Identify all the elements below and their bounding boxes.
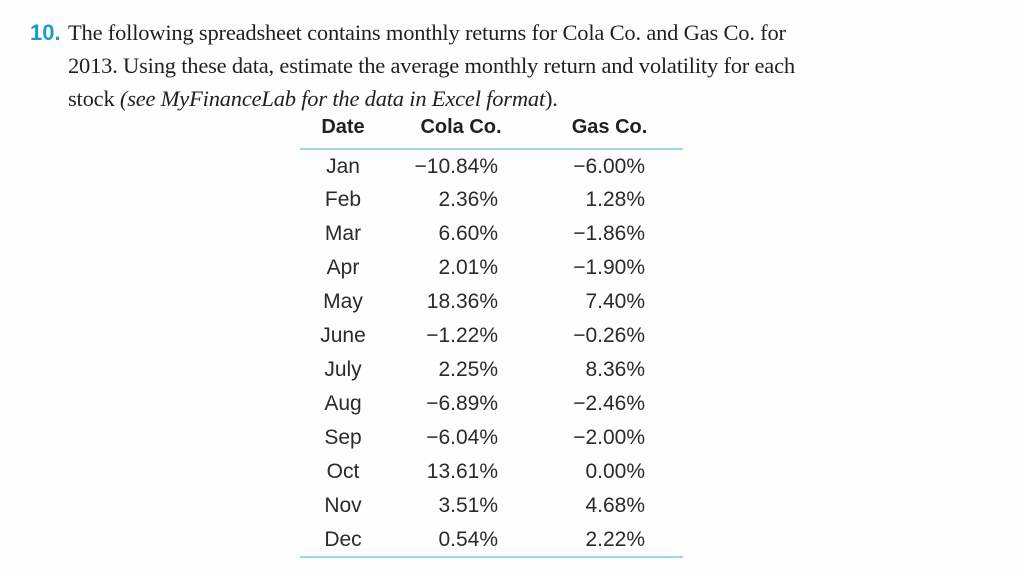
month-label: July — [324, 358, 362, 381]
table-row: Nov 3.51% 4.68% — [300, 489, 683, 523]
cola-return: 2.25% — [438, 358, 498, 381]
cola-return: 2.36% — [438, 188, 498, 211]
header-row: Date Cola Co. Gas Co. — [300, 116, 683, 150]
table-body: Jan −10.84% −6.00% Feb 2.36% 1.28% Mar 6… — [300, 149, 683, 558]
month-label: Sep — [324, 426, 362, 449]
cola-return: −6.04% — [426, 426, 498, 449]
cola-return: 2.01% — [438, 256, 498, 279]
header-date: Date — [300, 116, 386, 150]
month-label: May — [323, 290, 363, 313]
month-label: Feb — [324, 188, 362, 211]
table-header: Date Cola Co. Gas Co. — [300, 116, 683, 150]
table-row: Mar 6.60% −1.86% — [300, 217, 683, 251]
month-label: Apr — [326, 256, 360, 279]
gas-return: 7.40% — [585, 290, 645, 313]
month-label: Dec — [300, 523, 386, 558]
problem-10: 10. The following spreadsheet contains m… — [30, 16, 795, 115]
gas-return: −1.90% — [573, 256, 645, 279]
month-label: Oct — [326, 460, 360, 483]
cola-return: 6.60% — [438, 222, 498, 245]
monthly-returns-table: Date Cola Co. Gas Co. Jan −10.84% −6.00%… — [300, 116, 683, 558]
month-label: Aug — [324, 392, 362, 415]
problem-text: The following spreadsheet contains month… — [68, 16, 795, 115]
gas-return: −0.26% — [573, 324, 645, 347]
gas-return: 2.22% — [536, 523, 683, 558]
line3-italic: (see MyFinanceLab for the data in Excel … — [119, 86, 545, 111]
line3-prefix: stock — [68, 86, 120, 111]
month-label: June — [320, 324, 366, 347]
table-row: Aug −6.89% −2.46% — [300, 387, 683, 421]
cola-return: 0.54% — [386, 523, 536, 558]
cola-return: −10.84% — [414, 154, 499, 178]
table-row: Feb 2.36% 1.28% — [300, 183, 683, 217]
month-label: Nov — [324, 494, 362, 517]
problem-text-line-3: stock (see MyFinanceLab for the data in … — [68, 82, 795, 115]
gas-return: −2.46% — [573, 392, 645, 415]
cola-return: 3.51% — [438, 494, 498, 517]
gas-return: −2.00% — [573, 426, 645, 449]
gas-return: −6.00% — [573, 154, 645, 178]
problem-number: 10. — [30, 20, 61, 45]
gas-return: −1.86% — [573, 222, 645, 245]
gas-return: 4.68% — [585, 494, 645, 517]
problem-text-line-1: The following spreadsheet contains month… — [68, 20, 786, 45]
problem-text-line-2: 2013. Using these data, estimate the ave… — [68, 53, 795, 78]
header-gas: Gas Co. — [536, 116, 683, 150]
header-cola: Cola Co. — [386, 116, 536, 150]
table-row: Apr 2.01% −1.90% — [300, 251, 683, 285]
table-row: Sep −6.04% −2.00% — [300, 421, 683, 455]
cola-return: 13.61% — [426, 460, 498, 483]
line3-suffix: ). — [545, 86, 558, 111]
table-row: Jan −10.84% −6.00% — [300, 149, 683, 183]
table-row: Dec 0.54% 2.22% — [300, 523, 683, 558]
month-label: Mar — [324, 222, 362, 245]
gas-return: 0.00% — [585, 460, 645, 483]
table-row: May 18.36% 7.40% — [300, 285, 683, 319]
cola-return: −1.22% — [426, 324, 498, 347]
table-row: Oct 13.61% 0.00% — [300, 455, 683, 489]
gas-return: 8.36% — [585, 358, 645, 381]
cola-return: 18.36% — [426, 290, 498, 313]
table-row: July 2.25% 8.36% — [300, 353, 683, 387]
gas-return: 1.28% — [585, 188, 645, 211]
cola-return: −6.89% — [426, 392, 498, 415]
table-row: June −1.22% −0.26% — [300, 319, 683, 353]
month-label: Jan — [326, 154, 360, 178]
